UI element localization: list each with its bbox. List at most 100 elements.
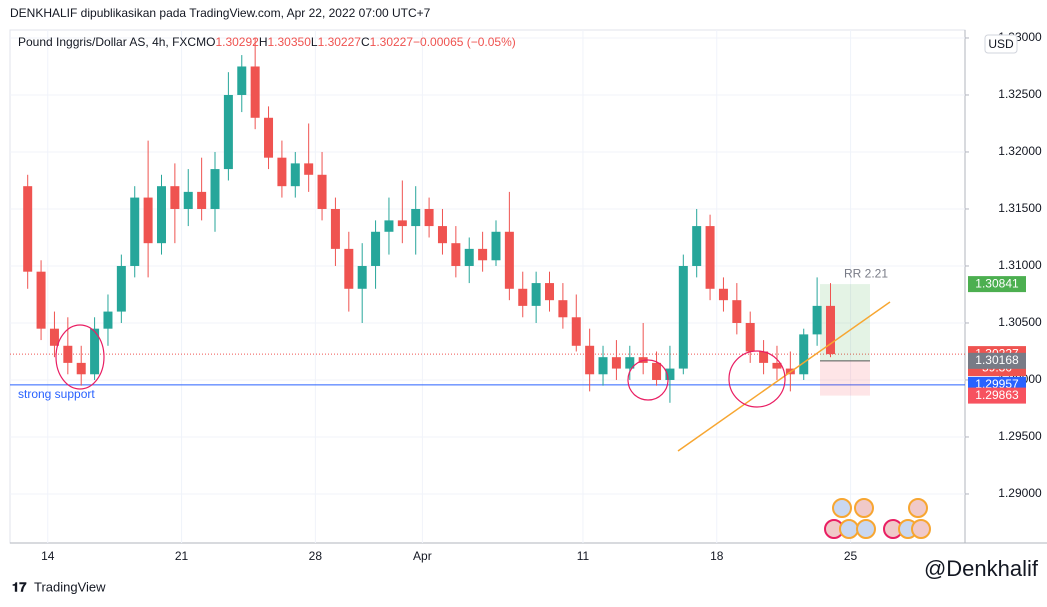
candle-body	[504, 231, 514, 289]
support-label: strong support	[18, 387, 95, 401]
stop-zone	[820, 360, 870, 396]
event-flag	[856, 519, 876, 539]
candle-body	[545, 283, 555, 301]
event-flag	[832, 498, 852, 518]
price-axis: 1.290001.295001.300001.305001.310001.315…	[965, 30, 1042, 500]
candle-body	[36, 271, 46, 329]
watermark: @Denkhalif	[924, 556, 1039, 581]
candle-body	[759, 351, 769, 363]
y-tick-label: 1.31000	[998, 258, 1042, 272]
price-badge-label: 1.30168	[975, 353, 1019, 367]
candle-body	[277, 157, 287, 187]
ohlc-key: L	[311, 35, 318, 49]
candle-body	[692, 226, 702, 266]
candle-body	[371, 231, 381, 266]
ohlc-key: O	[206, 35, 215, 49]
candle-body	[223, 94, 233, 170]
x-tick-label: 21	[175, 549, 189, 563]
candle-body	[558, 300, 568, 318]
candle-body	[678, 265, 688, 369]
brand-logo: 𝟏𝟕	[12, 579, 27, 594]
candle-body	[170, 186, 180, 209]
event-flag	[839, 519, 859, 539]
candle-body	[23, 186, 33, 272]
candle-body	[437, 226, 447, 244]
price-badge	[968, 387, 1026, 404]
ohlc-value: 1.30227	[318, 35, 362, 49]
candle-body	[317, 174, 327, 209]
ohlc-change: −0.00065 (−0.05%)	[413, 35, 516, 49]
event-flag	[911, 519, 931, 539]
candle-body	[625, 357, 635, 369]
grid	[10, 30, 965, 543]
candle-body	[531, 283, 541, 306]
candle-body	[49, 328, 59, 346]
price-badge-label: 1.29957	[975, 377, 1019, 391]
candle-body	[424, 208, 434, 227]
candle-body	[705, 226, 715, 289]
x-tick-label: 25	[844, 549, 858, 563]
y-tick-label: 1.32000	[998, 144, 1042, 158]
candle-body	[665, 368, 675, 380]
candle-body	[103, 311, 113, 329]
event-flag	[854, 498, 874, 518]
candle-body	[825, 305, 835, 355]
trend-line	[677, 301, 891, 452]
candle-body	[464, 248, 474, 266]
highlight-circle	[627, 359, 669, 401]
ohlc-key: C	[361, 35, 370, 49]
x-tick-label: Apr	[413, 549, 432, 563]
candle-body	[183, 191, 193, 209]
highlight-circle	[55, 324, 105, 390]
candle-body	[478, 248, 488, 261]
publish-header: DENKHALIF dipublikasikan pada TradingVie…	[10, 6, 431, 20]
y-tick-label: 1.30500	[998, 315, 1042, 329]
price-badge	[968, 352, 1026, 369]
candle-body	[611, 357, 621, 369]
candle-body	[210, 169, 220, 209]
candle-body	[156, 186, 166, 244]
ohlc-value: 1.30292	[215, 35, 259, 49]
candle-body	[344, 248, 354, 289]
y-tick-label: 1.31500	[998, 201, 1042, 215]
legend: Pound Inggris/Dollar AS, 4h, FXCMO1.3029…	[18, 35, 516, 49]
legend-line: Pound Inggris/Dollar AS, 4h, FXCMO1.3029…	[18, 35, 516, 49]
candle-body	[63, 345, 73, 363]
x-tick-label: 11	[577, 549, 590, 563]
candle-body	[330, 208, 340, 249]
ohlc-key: H	[259, 35, 268, 49]
y-tick-label: 1.29000	[998, 486, 1042, 500]
candle-body	[357, 265, 367, 289]
candle-body	[304, 163, 314, 175]
symbol-name: Pound Inggris/Dollar AS, 4h, FXCM	[18, 35, 206, 49]
price-badge	[968, 276, 1026, 293]
candle-body	[237, 66, 247, 95]
candle-body	[745, 322, 755, 352]
candle-body	[652, 362, 662, 380]
y-tick-label: 1.32500	[998, 87, 1042, 101]
brand-name: TradingView	[34, 579, 106, 594]
candle-body	[197, 191, 207, 209]
candle-body	[718, 288, 728, 301]
candle-body	[451, 243, 461, 266]
event-flag	[908, 498, 928, 518]
calendar-flags	[824, 498, 931, 539]
ohlc-value: 1.30350	[268, 35, 312, 49]
drawings: strong support RR 2.21	[10, 266, 965, 401]
candle-body	[250, 66, 260, 118]
candle-body	[90, 328, 100, 375]
x-tick-label: 14	[41, 549, 55, 563]
candle-body	[518, 288, 528, 306]
price-badge-label: 1.30841	[975, 276, 1019, 290]
currency-badge	[984, 34, 1018, 54]
candle-body	[411, 208, 421, 227]
x-tick-label: 18	[710, 549, 724, 563]
rr-label: RR 2.21	[844, 266, 888, 280]
candle-body	[130, 197, 140, 266]
candle-body	[598, 357, 608, 375]
candle-body	[116, 265, 126, 312]
overlay	[55, 301, 891, 452]
candle-body	[812, 305, 822, 335]
candle-body	[397, 220, 407, 227]
price-badge-label: 1.29863	[975, 388, 1019, 402]
